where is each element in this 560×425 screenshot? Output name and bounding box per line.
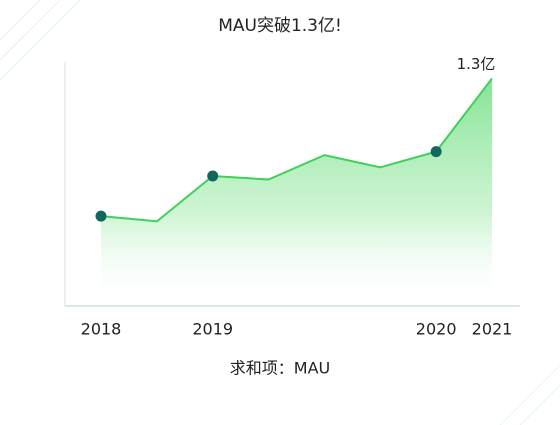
x-tick-label: 2018 xyxy=(81,320,122,339)
x-tick-label: 2021 xyxy=(472,320,513,339)
line xyxy=(100,77,493,223)
marker xyxy=(95,210,107,222)
x-tick-label: 2019 xyxy=(192,320,233,339)
x-axis-title: 求和项：MAU xyxy=(230,359,330,378)
marker xyxy=(430,146,442,158)
value-label: 1.3亿 xyxy=(457,55,496,73)
chart-title: MAU突破1.3亿! xyxy=(218,16,342,36)
marker xyxy=(207,170,219,182)
area-fill xyxy=(101,78,492,305)
x-tick-label: 2020 xyxy=(416,320,457,339)
